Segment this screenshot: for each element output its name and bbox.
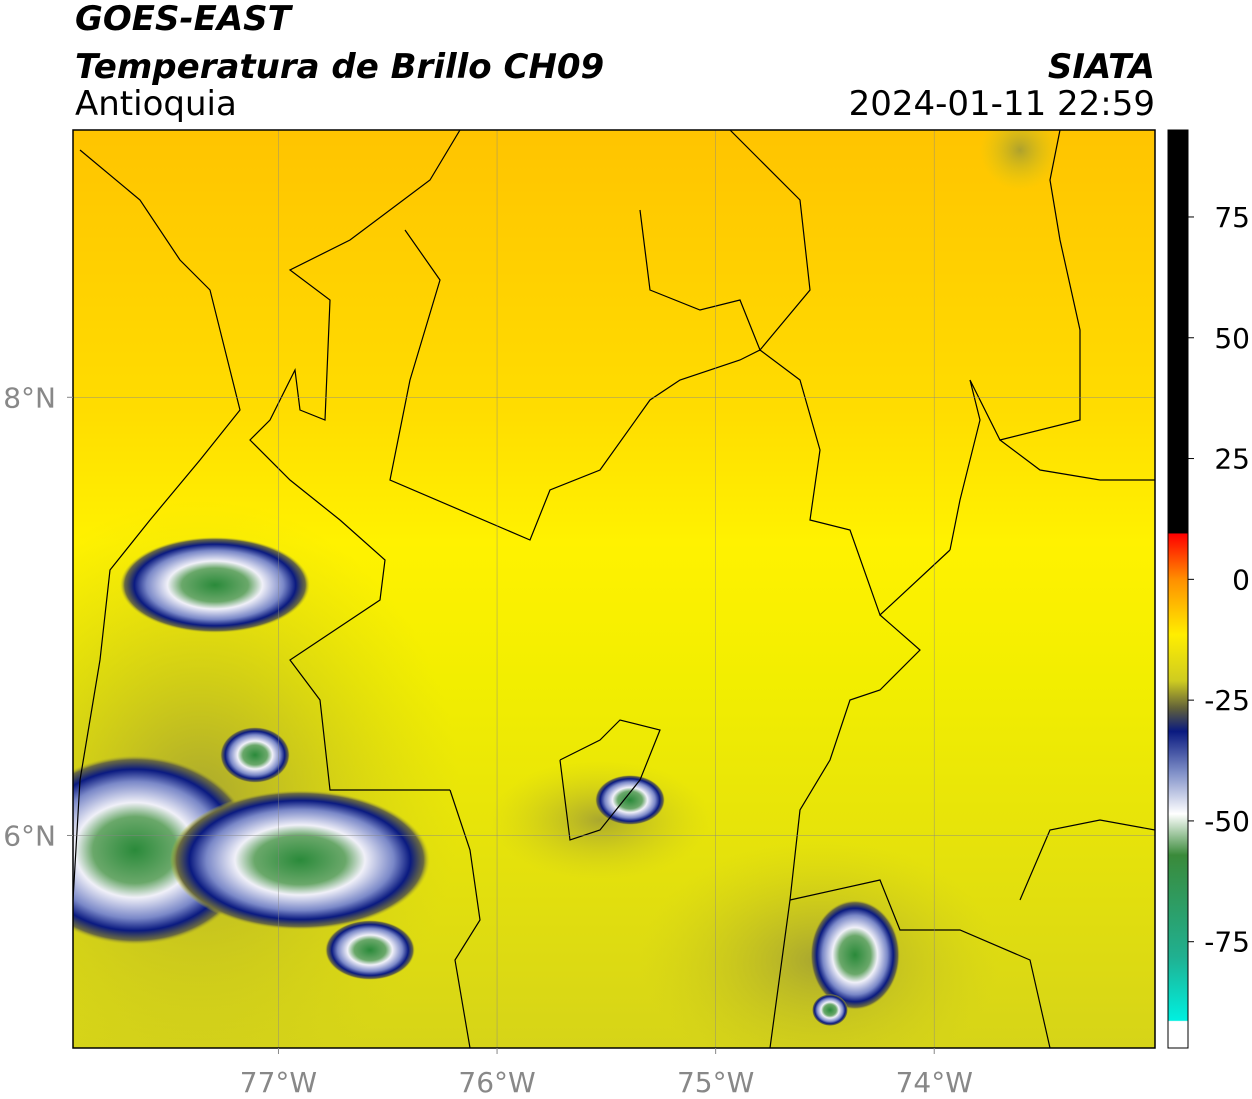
cloud [812, 994, 848, 1026]
cloud [120, 537, 310, 633]
admin-border [769, 614, 921, 1048]
x-tick-label: 75°W [677, 1066, 754, 1099]
colorbar-tick-label: 50 [1214, 322, 1250, 355]
colorbar-tick-label: -25 [1204, 684, 1250, 717]
cloud [170, 790, 430, 930]
colorbar-tick-label: 0 [1232, 563, 1250, 596]
admin-border [449, 789, 481, 1048]
admin-border [389, 229, 951, 617]
haze [980, 130, 1060, 190]
admin-border [1019, 819, 1155, 901]
colorbar-tick-label: 25 [1214, 443, 1250, 476]
x-tick-label: 76°W [458, 1066, 535, 1099]
haze [490, 760, 710, 880]
colorbar-tick-label: 75 [1214, 201, 1250, 234]
admin-border [639, 130, 811, 352]
source-label: SIATA [1048, 47, 1155, 87]
map-frame [72, 129, 1156, 1049]
colorbar [1167, 129, 1189, 1049]
region-label: Antioquia [75, 84, 237, 124]
coastline [249, 130, 461, 791]
x-tick-label: 74°W [896, 1066, 973, 1099]
satellite-title: GOES-EAST [75, 0, 294, 39]
product-title: Temperatura de Brillo CH09 [75, 47, 604, 87]
y-tick-label: 8°N [3, 381, 56, 414]
admin-border [949, 130, 1081, 551]
cloud [220, 727, 290, 783]
y-tick-label: 6°N [3, 819, 56, 852]
cloud [325, 920, 415, 980]
cloud [595, 775, 665, 825]
colorbar-tick-label: -50 [1204, 805, 1250, 838]
admin-border [789, 879, 1051, 1048]
admin-border [999, 439, 1155, 481]
cloud [810, 900, 900, 1010]
admin-border [559, 719, 661, 841]
grid [73, 130, 1155, 1048]
map-field [73, 130, 1155, 1048]
coastline [73, 149, 241, 901]
datetime-label: 2024-01-11 22:59 [849, 84, 1155, 124]
colorbar-tick-label: -75 [1204, 926, 1250, 959]
x-tick-label: 77°W [240, 1066, 317, 1099]
